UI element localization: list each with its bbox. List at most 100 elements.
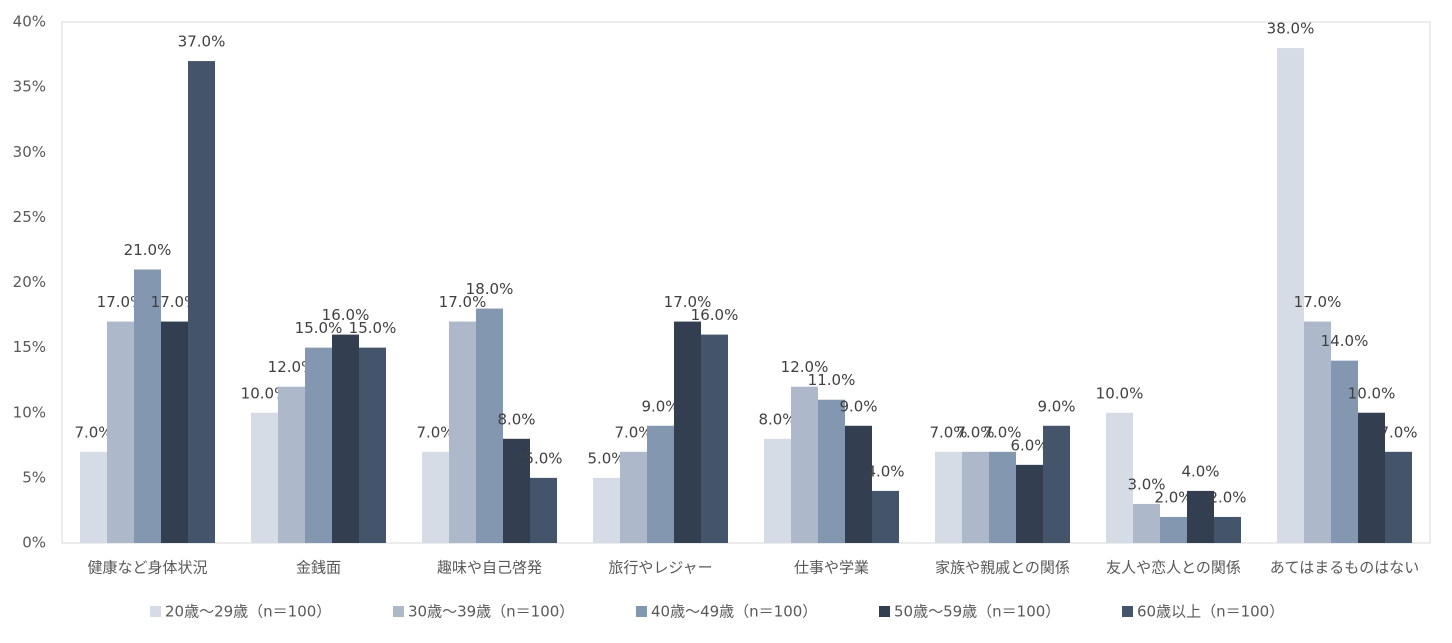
y-tick-label: 30% bbox=[13, 143, 46, 161]
bar bbox=[1358, 412, 1385, 543]
data-label: 7.0% bbox=[983, 423, 1021, 441]
bar bbox=[962, 451, 989, 543]
bar bbox=[1160, 516, 1187, 543]
bar bbox=[1331, 360, 1358, 543]
y-tick-label: 5% bbox=[22, 468, 46, 486]
bar bbox=[935, 451, 962, 543]
bar bbox=[764, 438, 791, 543]
legend-label: 30歳～39歳（n＝100） bbox=[408, 603, 574, 621]
data-label: 18.0% bbox=[466, 280, 514, 298]
data-label: 17.0% bbox=[151, 293, 199, 311]
data-label: 17.0% bbox=[664, 293, 712, 311]
legend-label: 40歳～49歳（n＝100） bbox=[651, 603, 817, 621]
data-label: 11.0% bbox=[808, 371, 856, 389]
bar bbox=[503, 438, 530, 543]
legend-label: 50歳～59歳（n＝100） bbox=[894, 603, 1060, 621]
y-tick-label: 20% bbox=[13, 273, 46, 291]
legend-swatch bbox=[150, 606, 161, 617]
data-label: 9.0% bbox=[839, 397, 877, 415]
bar bbox=[593, 477, 620, 543]
data-label: 6.0% bbox=[1010, 436, 1048, 454]
data-label: 4.0% bbox=[866, 462, 904, 480]
data-label: 10.0% bbox=[241, 384, 289, 402]
data-label: 8.0% bbox=[497, 410, 535, 428]
bar bbox=[161, 321, 188, 543]
bar bbox=[1385, 451, 1412, 543]
x-tick-label: 金銭面 bbox=[296, 559, 341, 577]
bar bbox=[1106, 412, 1133, 543]
bar bbox=[647, 425, 674, 543]
bar bbox=[332, 334, 359, 543]
bar bbox=[1277, 48, 1304, 544]
data-label: 3.0% bbox=[1127, 475, 1165, 493]
y-tick-label: 40% bbox=[13, 13, 46, 31]
bar bbox=[530, 477, 557, 543]
bar bbox=[278, 386, 305, 543]
x-tick-label: 健康など身体状況 bbox=[87, 559, 207, 577]
legend-swatch bbox=[393, 606, 404, 617]
data-label: 2.0% bbox=[1208, 488, 1246, 506]
data-label: 9.0% bbox=[641, 397, 679, 415]
data-label: 16.0% bbox=[322, 306, 370, 324]
data-label: 16.0% bbox=[691, 306, 739, 324]
y-tick-label: 10% bbox=[13, 403, 46, 421]
x-tick-label: あてはまるものはない bbox=[1270, 559, 1419, 577]
legend-swatch bbox=[1122, 606, 1133, 617]
legend-label: 60歳以上（n＝100） bbox=[1137, 603, 1284, 621]
bar bbox=[359, 347, 386, 543]
bar bbox=[620, 451, 647, 543]
data-label: 38.0% bbox=[1267, 20, 1315, 38]
bar bbox=[305, 347, 332, 543]
bar bbox=[674, 321, 701, 543]
bar bbox=[818, 399, 845, 543]
bar bbox=[701, 334, 728, 543]
data-label: 5.0% bbox=[587, 449, 625, 467]
data-label: 37.0% bbox=[178, 33, 226, 51]
data-label: 7.0% bbox=[929, 423, 967, 441]
data-label: 15.0% bbox=[295, 319, 343, 337]
y-tick-label: 35% bbox=[13, 78, 46, 96]
data-label: 10.0% bbox=[1096, 384, 1144, 402]
x-tick-label: 仕事や学業 bbox=[794, 559, 869, 577]
data-label: 9.0% bbox=[1037, 397, 1075, 415]
data-label: 7.0% bbox=[74, 423, 112, 441]
data-label: 12.0% bbox=[268, 358, 316, 376]
data-label: 17.0% bbox=[97, 293, 145, 311]
data-label: 12.0% bbox=[781, 358, 829, 376]
data-label: 5.0% bbox=[524, 449, 562, 467]
data-label: 17.0% bbox=[439, 293, 487, 311]
x-tick-label: 旅行やレジャー bbox=[608, 559, 712, 577]
bar bbox=[1304, 321, 1331, 543]
data-label: 14.0% bbox=[1321, 332, 1369, 350]
bar bbox=[134, 269, 161, 543]
bar bbox=[476, 308, 503, 543]
data-label: 7.0% bbox=[614, 423, 652, 441]
y-tick-label: 15% bbox=[13, 338, 46, 356]
bar bbox=[845, 425, 872, 543]
bar bbox=[107, 321, 134, 543]
y-tick-label: 0% bbox=[22, 534, 46, 552]
legend-swatch bbox=[879, 606, 890, 617]
bar bbox=[1133, 503, 1160, 543]
data-label: 10.0% bbox=[1348, 384, 1396, 402]
data-label: 21.0% bbox=[124, 241, 172, 259]
data-label: 2.0% bbox=[1154, 488, 1192, 506]
bar bbox=[1214, 516, 1241, 543]
bar bbox=[188, 61, 215, 543]
data-label: 7.0% bbox=[416, 423, 454, 441]
data-label: 8.0% bbox=[758, 410, 796, 428]
data-label: 17.0% bbox=[1294, 293, 1342, 311]
legend-swatch bbox=[636, 606, 647, 617]
legend-label: 20歳～29歳（n＝100） bbox=[165, 603, 331, 621]
bar bbox=[872, 490, 899, 543]
bar bbox=[449, 321, 476, 543]
data-label: 7.0% bbox=[1379, 423, 1417, 441]
y-tick-label: 25% bbox=[13, 208, 46, 226]
bar bbox=[1016, 464, 1043, 543]
bar bbox=[1043, 425, 1070, 543]
x-tick-label: 家族や親戚との関係 bbox=[935, 559, 1070, 577]
data-label: 7.0% bbox=[956, 423, 994, 441]
data-label: 15.0% bbox=[349, 319, 397, 337]
bar bbox=[251, 412, 278, 543]
